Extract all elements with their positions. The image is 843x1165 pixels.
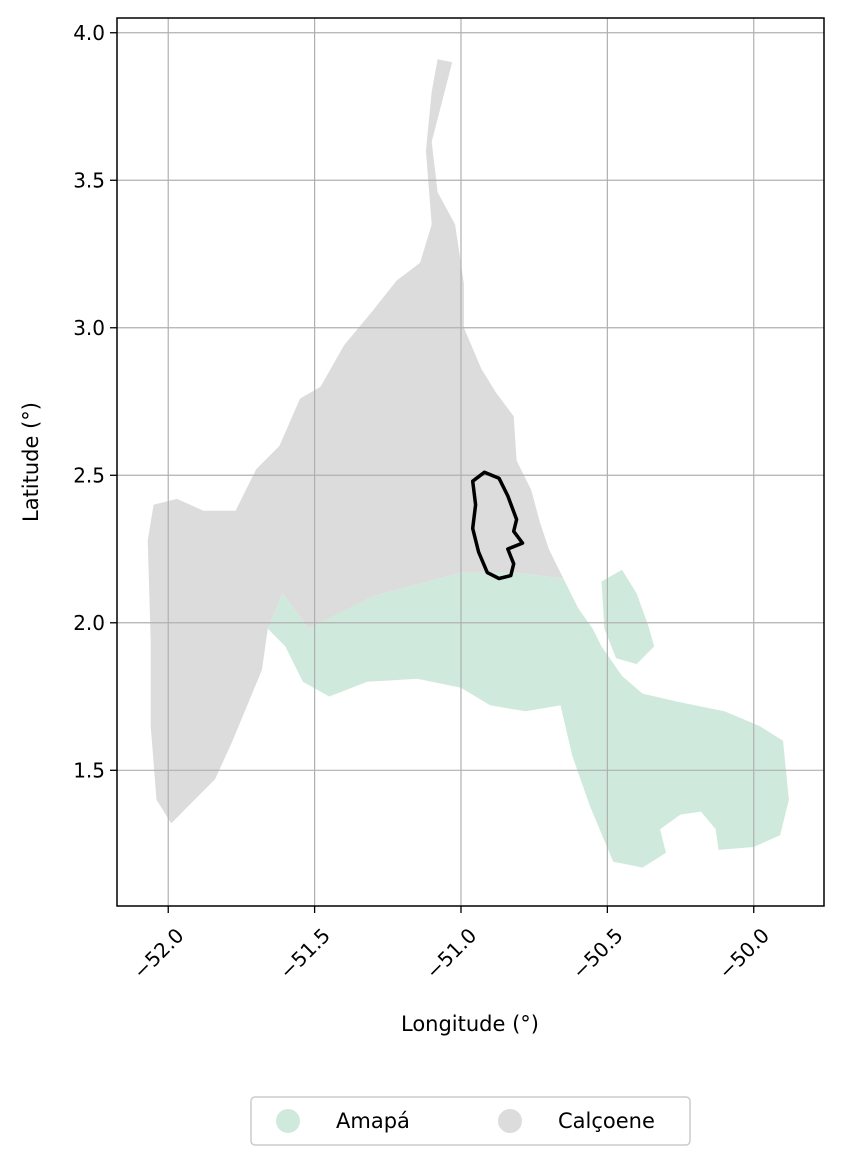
x-axis-title: Longitude (°)	[401, 1012, 539, 1036]
y-axis-title: Latitude (°)	[19, 402, 43, 522]
y-tick-label: 1.5	[73, 758, 105, 782]
legend: Amapá Calçoene	[250, 1096, 691, 1146]
y-tick-label: 3.5	[73, 168, 105, 192]
legend-swatch-calcoene	[498, 1109, 522, 1133]
highlight-outline	[470, 470, 525, 581]
region-calcoene	[147, 59, 564, 824]
y-tick-label: 4.0	[73, 21, 105, 45]
grid-layer	[117, 18, 824, 906]
region-amapa	[267, 572, 789, 868]
plot-frame	[116, 17, 825, 907]
plot-area	[116, 17, 825, 907]
legend-label-amapa: Amapá	[336, 1109, 410, 1133]
y-tick-label: 3.0	[73, 316, 105, 340]
legend-box	[250, 1096, 691, 1146]
highlight-layer	[470, 470, 525, 581]
region-amapa-island	[601, 569, 655, 665]
regions-layer	[147, 59, 789, 868]
y-tick-label: 2.0	[73, 611, 105, 635]
legend-label-calcoene: Calçoene	[558, 1109, 655, 1133]
y-tick-label: 2.5	[73, 463, 105, 487]
legend-swatch-amapa	[276, 1109, 300, 1133]
